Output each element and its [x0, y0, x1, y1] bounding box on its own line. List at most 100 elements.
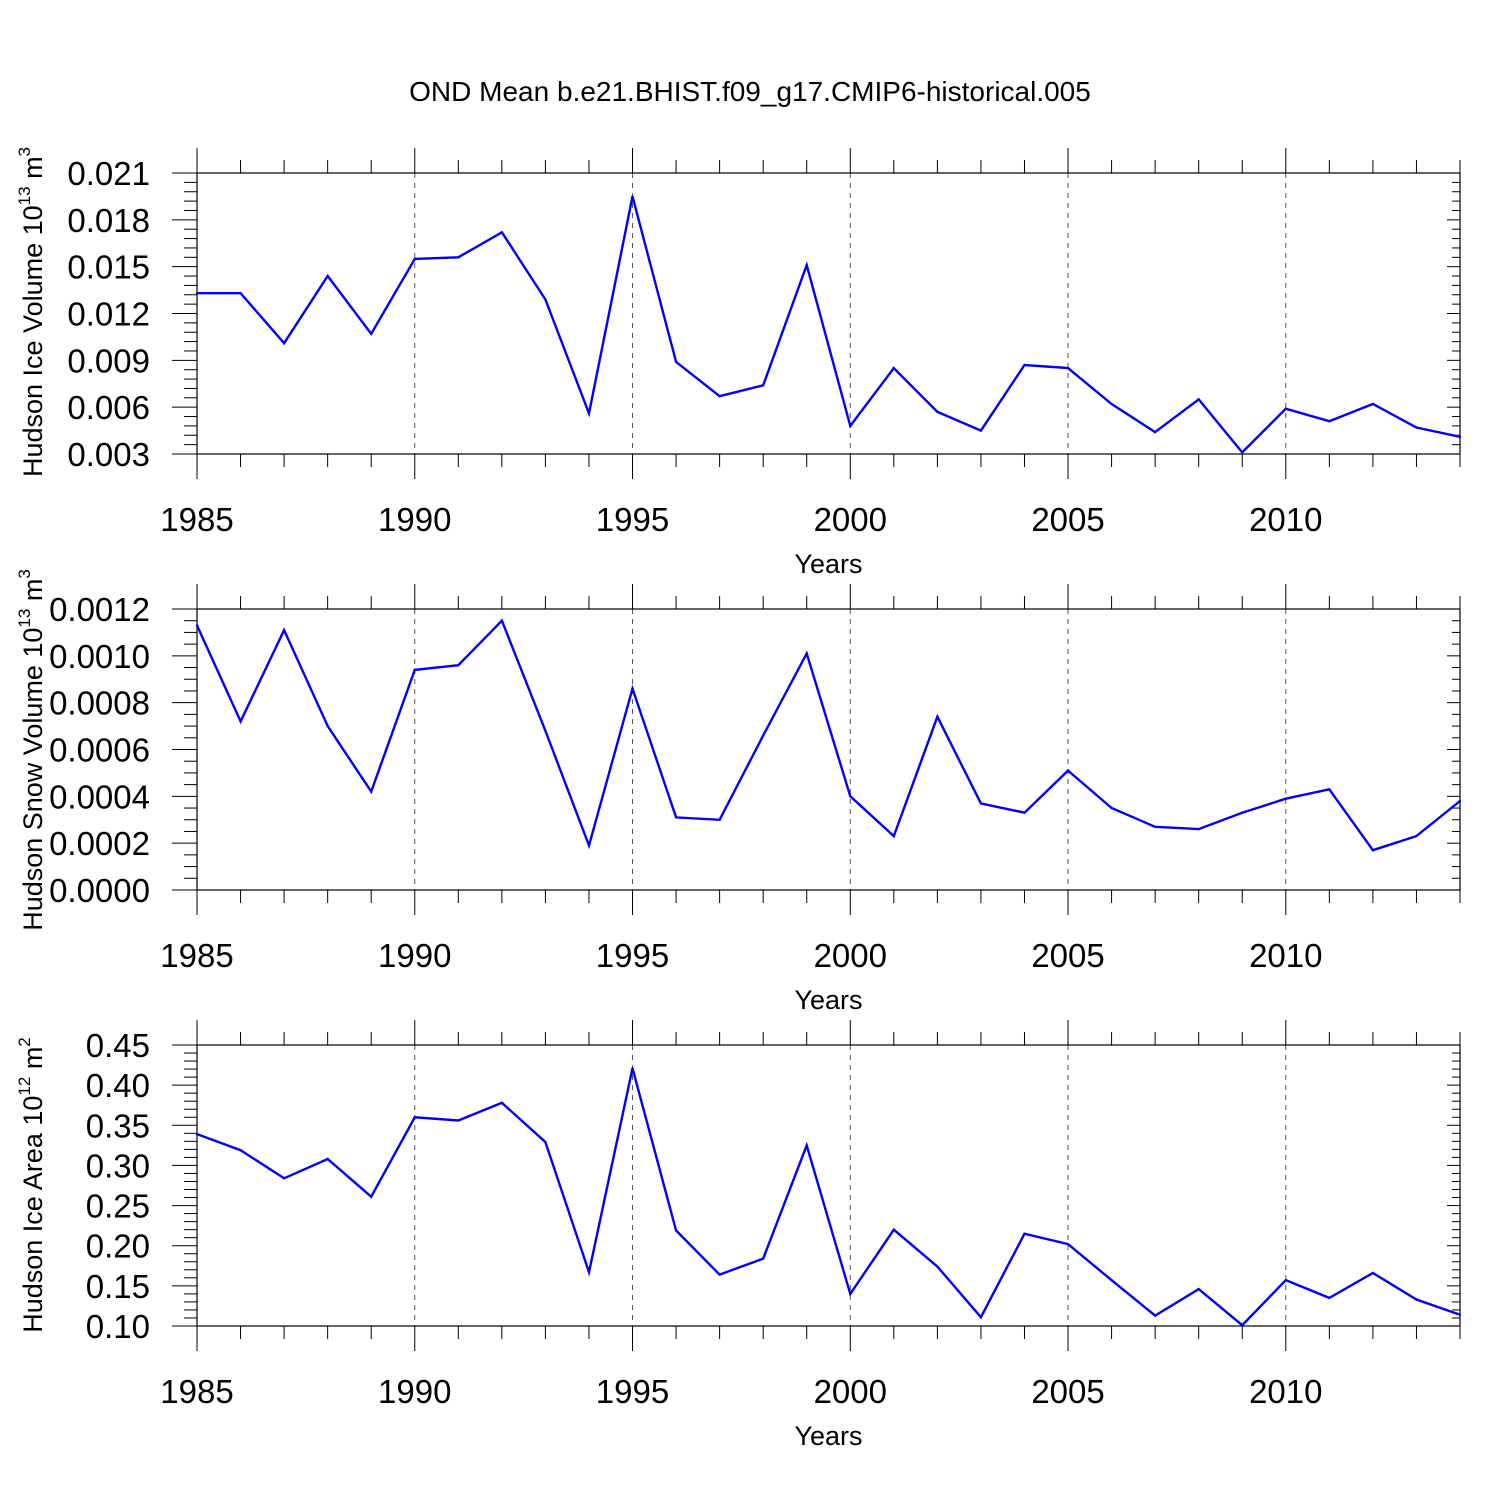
y-tick-label: 0.45 [86, 1027, 150, 1064]
data-point [892, 366, 896, 370]
data-point [1197, 398, 1200, 401]
data-point [239, 720, 242, 723]
x-tick-label: 1990 [378, 1373, 451, 1410]
y-axis-label-exponent: 12 [15, 1077, 34, 1096]
x-tick-label: 1995 [596, 501, 669, 538]
data-point [1371, 402, 1375, 406]
data-point [1458, 1313, 1462, 1316]
data-point [674, 1229, 678, 1232]
data-point [587, 844, 591, 847]
y-axis-label-text: Hudson Ice Area 10 [18, 1096, 48, 1333]
y-axis-label-unit-exponent: 2 [15, 1037, 34, 1046]
data-point [1023, 1232, 1026, 1235]
data-point [282, 341, 286, 345]
data-point [1458, 435, 1462, 439]
data-point [500, 231, 504, 234]
data-point [979, 802, 983, 805]
x-axis-label: Years [794, 985, 862, 1015]
data-point [631, 687, 634, 690]
data-point [1197, 827, 1200, 831]
x-axis-label: Years [794, 1421, 862, 1451]
data-point [1371, 1271, 1375, 1275]
y-tick-label: 0.0002 [49, 825, 150, 862]
data-point [936, 410, 939, 414]
data-point [326, 274, 329, 278]
data-point [1197, 1287, 1200, 1291]
data-point [1110, 402, 1113, 406]
data-point [1241, 811, 1244, 814]
data-point [805, 263, 808, 267]
data-point [761, 384, 765, 387]
data-point [1284, 797, 1287, 800]
y-tick-label: 0.0006 [49, 732, 150, 769]
y-tick-label: 0.0000 [49, 872, 150, 909]
y-tick-label: 0.35 [86, 1107, 150, 1144]
x-tick-label: 2005 [1031, 937, 1104, 974]
data-point [718, 818, 721, 821]
y-axis-label-exponent: 13 [15, 609, 34, 628]
data-point [544, 729, 547, 732]
data-point [805, 1144, 808, 1147]
data-point [761, 1257, 765, 1260]
x-tick-label: 1990 [378, 937, 451, 974]
data-point [195, 624, 199, 627]
y-axis-label-exponent: 13 [15, 186, 34, 205]
y-tick-label: 0.009 [67, 342, 150, 379]
data-point [1066, 366, 1070, 370]
x-tick-label: 2010 [1249, 1373, 1322, 1410]
figure-title: OND Mean b.e21.BHIST.f09_g17.CMIP6-histo… [409, 76, 1091, 107]
chart-panel-2: 1985 1990 1995 2000 2005 2010 0.0000 0.0002 0.00… [15, 569, 1462, 1015]
y-axis-label-unit-exponent: 3 [15, 569, 34, 578]
x-tick-label: 1985 [160, 501, 233, 538]
y-tick-label: 0.006 [67, 389, 150, 426]
y-tick-label: 0.015 [67, 249, 150, 286]
data-point [1153, 430, 1157, 434]
data-point [457, 664, 460, 667]
data-point [1415, 1298, 1418, 1301]
data-point [239, 292, 242, 295]
y-tick-label: 0.40 [86, 1067, 150, 1104]
x-tick-label: 2010 [1249, 501, 1322, 538]
y-axis-label-unit: m [18, 1047, 48, 1077]
data-point [587, 1271, 591, 1274]
x-tick-label: 1985 [160, 1373, 233, 1410]
y-axis-label: Hudson Ice Volume 1013 m3 [15, 147, 48, 477]
y-tick-label: 0.30 [86, 1147, 150, 1184]
data-point [370, 790, 373, 793]
y-tick-label: 0.021 [67, 155, 150, 192]
y-tick-label: 0.0008 [49, 685, 150, 722]
data-point [849, 424, 852, 428]
x-tick-label: 2000 [814, 501, 887, 538]
data-point [674, 816, 678, 819]
data-point [370, 332, 373, 335]
data-point [282, 628, 286, 632]
data-point [457, 256, 460, 259]
data-point [239, 1148, 242, 1152]
data-point [849, 795, 852, 798]
y-tick-label: 0.25 [86, 1188, 150, 1225]
data-point [1110, 1279, 1113, 1282]
x-tick-label: 2005 [1031, 501, 1104, 538]
data-point [195, 292, 199, 295]
data-point [1153, 825, 1157, 828]
data-point [805, 652, 808, 655]
x-tick-label: 1985 [160, 937, 233, 974]
data-point [718, 395, 721, 398]
data-point [1023, 811, 1026, 814]
data-point [1066, 769, 1070, 772]
data-point [936, 1265, 939, 1268]
data-point [1328, 420, 1331, 423]
x-tick-label: 2005 [1031, 1373, 1104, 1410]
y-tick-label: 0.012 [67, 296, 150, 333]
data-point [1284, 1279, 1287, 1282]
data-point [718, 1273, 721, 1276]
series-line [196, 1067, 1461, 1327]
data-point [195, 1132, 199, 1136]
x-tick-label: 1995 [596, 1373, 669, 1410]
data-point [326, 1157, 329, 1161]
data-point [457, 1119, 460, 1122]
x-tick-label: 1990 [378, 501, 451, 538]
data-point [1110, 806, 1113, 810]
data-point [674, 360, 678, 364]
panels: 1985 1990 1995 2000 2005 2010 0.003 0.006 0.009 0… [15, 147, 1462, 1451]
